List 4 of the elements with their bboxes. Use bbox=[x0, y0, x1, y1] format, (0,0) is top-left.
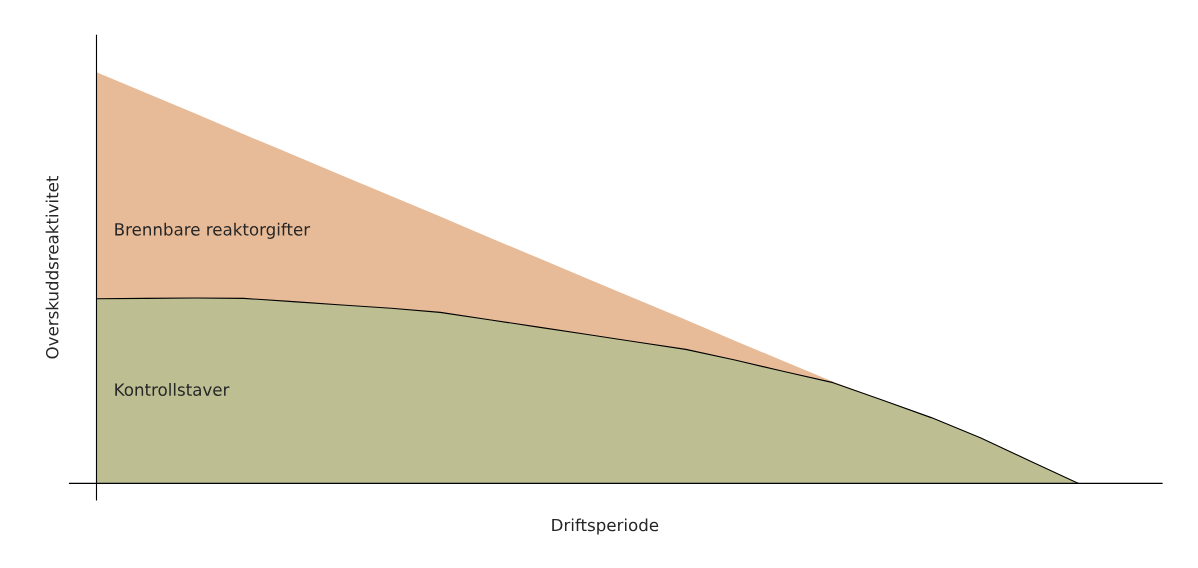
series-label: Kontrollstaver bbox=[115, 383, 230, 396]
y-axis-title: Overskuddsreaktivitet bbox=[45, 175, 59, 359]
series-label: Brennbare reaktorgifter bbox=[115, 222, 311, 239]
x-axis-title: Driftsperiode bbox=[552, 518, 659, 535]
